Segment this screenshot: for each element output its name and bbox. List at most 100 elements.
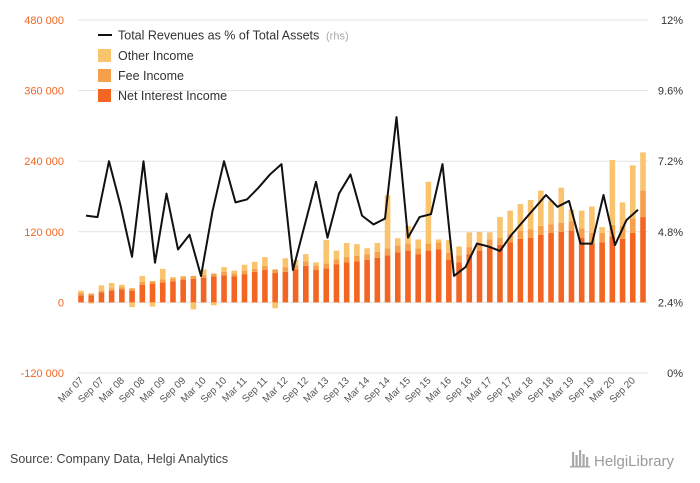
bar-other-income <box>435 239 442 243</box>
bar-other-income <box>190 302 197 310</box>
bar-net-interest-income <box>446 260 452 303</box>
bar-other-income <box>98 285 105 291</box>
bar-fee-income <box>98 290 105 293</box>
legend-line-note: (rhs) <box>326 31 349 43</box>
bar-other-income <box>272 302 278 309</box>
bar-fee-income <box>119 287 125 290</box>
legend-fee-label: Fee Income <box>118 69 184 83</box>
bar-other-income <box>466 232 473 248</box>
bar-fee-income <box>159 279 166 283</box>
bar-fee-income <box>343 257 350 263</box>
left-tick-label: 480 000 <box>24 15 64 27</box>
left-tick-label: -120 000 <box>21 368 64 380</box>
bar-net-interest-income <box>149 283 156 303</box>
bar-fee-income <box>282 267 289 272</box>
bar-fee-income <box>303 261 309 266</box>
bar-net-interest-income <box>251 271 258 303</box>
bar-other-income <box>415 239 421 249</box>
bar-other-income <box>507 210 513 235</box>
bar-fee-income <box>527 229 534 238</box>
bar-net-interest-income <box>139 284 146 303</box>
bar-net-interest-income <box>578 237 585 303</box>
bar-other-income <box>108 282 115 289</box>
bar-fee-income <box>558 222 565 232</box>
bar-net-interest-income <box>241 274 248 303</box>
bar-other-income <box>425 181 432 244</box>
bar-net-interest-income <box>98 292 105 303</box>
bar-fee-income <box>517 230 524 239</box>
bar-net-interest-income <box>180 280 186 303</box>
bar-net-interest-income <box>354 261 360 303</box>
bar-other-income <box>589 206 595 233</box>
bar-series <box>78 152 646 310</box>
bar-fee-income <box>486 239 493 248</box>
bar-net-interest-income <box>88 295 95 303</box>
bar-net-interest-income <box>313 270 319 303</box>
bar-other-income <box>364 248 370 255</box>
bar-net-interest-income <box>119 289 125 303</box>
bar-fee-income <box>364 254 370 261</box>
bar-fee-income <box>180 277 186 281</box>
bar-net-interest-income <box>476 250 483 303</box>
bar-other-income <box>517 204 524 231</box>
right-axis-ticks: 0% 2.4% 4.8% 7.2% 9.6% 12% <box>658 15 683 380</box>
library-icon <box>570 450 590 468</box>
bar-other-income <box>323 240 330 264</box>
legend-fee-swatch <box>98 69 111 82</box>
bar-fee-income <box>394 245 401 253</box>
right-tick-label: 2.4% <box>658 297 683 309</box>
bar-other-income <box>139 275 146 282</box>
bar-other-income <box>170 277 176 279</box>
bar-net-interest-income <box>221 275 227 303</box>
bar-other-income <box>211 302 217 306</box>
bar-net-interest-income <box>599 242 605 303</box>
bar-net-interest-income <box>333 264 340 303</box>
bar-fee-income <box>78 292 84 296</box>
bar-fee-income <box>313 265 319 271</box>
bar-net-interest-income <box>292 269 299 303</box>
bar-net-interest-income <box>374 257 381 303</box>
bar-fee-income <box>446 252 452 261</box>
bar-net-interest-income <box>303 265 309 303</box>
bar-other-income <box>527 200 534 230</box>
bar-net-interest-income <box>129 290 135 303</box>
bar-other-income <box>609 160 616 225</box>
bar-other-income <box>568 209 575 222</box>
bar-fee-income <box>405 243 411 251</box>
bar-other-income <box>384 195 391 249</box>
right-tick-label: 4.8% <box>658 227 683 239</box>
bar-other-income <box>200 269 207 275</box>
bar-net-interest-income <box>629 232 636 303</box>
bar-net-interest-income <box>343 262 350 303</box>
bar-fee-income <box>200 274 207 278</box>
bar-other-income <box>241 264 248 271</box>
bar-other-income <box>374 242 381 252</box>
bar-net-interest-income <box>558 231 565 303</box>
bar-fee-income <box>221 271 227 276</box>
line-total-revenues-pct-assets <box>85 116 639 277</box>
bar-net-interest-income <box>170 281 176 303</box>
bar-fee-income <box>435 242 442 250</box>
bar-fee-income <box>272 269 278 273</box>
bar-other-income <box>486 232 493 240</box>
bar-other-income <box>629 165 636 219</box>
bar-other-income <box>78 290 84 293</box>
legend-nii-label: Net Interest Income <box>118 89 227 103</box>
bar-other-income <box>88 302 95 304</box>
legend-other-label: Other Income <box>118 49 194 63</box>
bar-other-income <box>180 275 186 278</box>
bar-other-income <box>497 217 503 238</box>
legend: Total Revenues as % of Total Assets (rhs… <box>98 29 349 103</box>
left-tick-label: 120 000 <box>24 227 64 239</box>
right-tick-label: 7.2% <box>658 156 683 168</box>
left-tick-label: 360 000 <box>24 86 64 98</box>
legend-nii-swatch <box>98 89 111 102</box>
left-tick-label: 0 <box>58 297 64 309</box>
bar-other-income <box>251 261 258 269</box>
bar-other-income <box>119 284 125 288</box>
bar-other-income <box>303 254 309 262</box>
bar-net-interest-income <box>394 252 401 303</box>
bar-other-income <box>640 152 646 191</box>
source-note: Source: Company Data, Helgi Analytics <box>10 452 228 466</box>
